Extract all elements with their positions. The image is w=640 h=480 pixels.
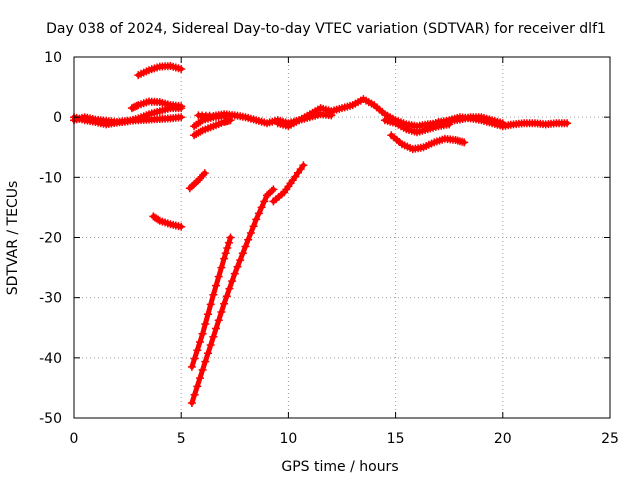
data-point-marker [498,119,507,128]
data-point-marker [177,113,186,122]
series-arc-6 [185,169,209,193]
data-point-marker [206,300,215,309]
data-point-marker [190,390,199,399]
series-band [189,186,276,406]
data-point-marker [209,290,218,299]
data-point-marker [201,357,210,366]
x-axis-label: GPS time / hours [281,459,398,475]
y-tick-label: -50 [39,411,62,427]
series-arc-15 [387,131,469,154]
series-arc-4 [134,62,186,80]
data-point-marker [196,338,204,346]
series-arc-12 [194,95,572,131]
data-point-marker [299,161,308,170]
data-point-marker [260,197,269,206]
data-point-marker [257,203,266,212]
data-point-marker [249,222,258,231]
data-point-marker [198,365,207,374]
data-point-marker [200,169,209,178]
series-arc-3 [127,97,186,113]
series-arc-8 [187,185,278,407]
x-tick-labels: 0 5 10 15 20 25 [70,431,619,447]
data-point-marker [193,382,202,391]
data-point-marker [212,281,220,290]
x-tick-label: 5 [177,431,186,447]
data-point-marker [225,284,234,293]
data-point-marker [221,249,230,258]
data-point-marker [132,101,141,110]
y-tick-label: 10 [44,50,62,66]
data-point-marker [204,349,212,358]
data-point-marker [212,324,220,333]
data-point-marker [198,329,207,338]
data-point-marker [201,320,210,328]
data-point-marker [187,399,196,407]
series-arc-16 [423,113,507,131]
data-point-marker [190,354,199,363]
data-point-marker [241,242,250,251]
data-point-marker [193,346,202,355]
data-point-marker [228,277,237,286]
data-point-marker [187,362,196,371]
data-point-marker [238,249,247,258]
data-point-marker [220,299,229,308]
data-point-marker [199,170,208,179]
series-arc-7 [187,233,235,371]
y-tick-label: -10 [39,170,62,186]
data-point-marker [252,215,261,224]
data-point-marker [563,119,572,128]
data-point-marker [177,65,186,73]
data-point-marker [206,341,215,349]
data-point-marker [226,116,235,125]
data-point-marker [222,292,231,301]
y-tick-label: 0 [53,110,62,126]
y-tick-labels: -50 -40 -30 -20 -10 0 10 [39,50,62,427]
y-tick-label: -40 [39,351,62,367]
y-axis-label: SDTVAR / TECUs [5,181,21,296]
data-point-marker [233,262,242,271]
data-point-marker [327,111,336,120]
x-tick-label: 10 [279,431,297,447]
data-point-marker [246,229,255,237]
data-point-marker [217,308,226,316]
data-point-marker [209,332,218,341]
data-point-marker [177,222,186,231]
x-tick-label: 0 [70,431,79,447]
data-point-marker [196,374,204,383]
data-point-marker [214,316,223,325]
x-tick-label: 25 [601,431,619,447]
series-arc-9 [269,161,308,206]
data-point-marker [254,209,263,218]
x-tick-label: 15 [387,431,405,447]
y-tick-label: -20 [39,231,62,247]
axis-ticks [73,56,611,419]
data-point-marker [214,272,223,281]
series-arc-13 [273,110,336,131]
data-point-marker [224,238,233,247]
data-point-marker [244,235,253,244]
series-arc-5 [149,212,186,231]
series-arc-10 [190,116,235,140]
data-point-marker [267,186,276,195]
series-arc-2 [70,104,186,129]
data-point-marker [460,138,469,147]
data-point-marker [226,233,235,242]
data-point-marker [154,215,163,224]
data-point-marker [230,269,239,278]
data-point-marker [223,244,232,252]
data-point-marker [220,254,229,263]
data-point-marker [217,263,226,272]
data-point-marker [269,185,278,194]
data-series [70,62,572,407]
data-point-marker [204,310,212,319]
y-tick-label: -30 [39,291,62,307]
data-point-marker [236,256,245,265]
data-point-marker [177,102,186,111]
x-tick-label: 20 [494,431,512,447]
chart-title: Day 038 of 2024, Sidereal Day-to-day VTE… [46,21,606,37]
